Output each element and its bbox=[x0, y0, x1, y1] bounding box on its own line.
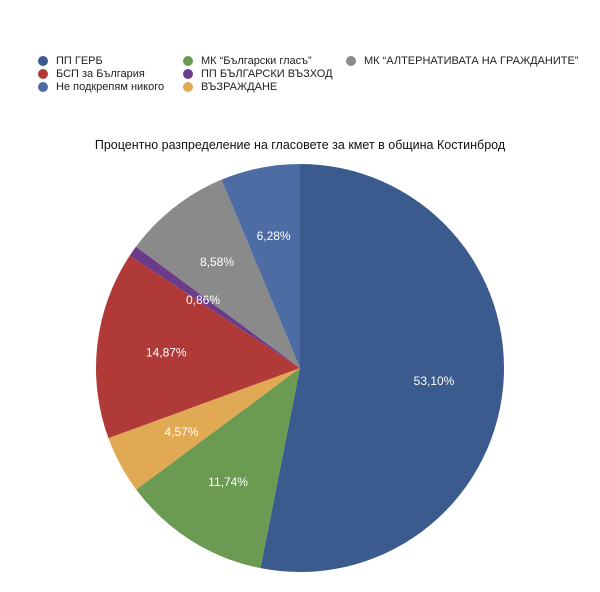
legend-swatch bbox=[38, 56, 48, 66]
legend-swatch bbox=[183, 69, 193, 79]
pie-slice bbox=[136, 368, 300, 569]
data-label: 53,10% bbox=[414, 374, 455, 388]
data-label: 11,74% bbox=[208, 475, 248, 489]
pie-slice bbox=[108, 368, 300, 490]
legend-swatch bbox=[183, 56, 193, 66]
legend-label: БСП за България bbox=[56, 68, 145, 80]
legend-item: МК “Български гласъ” bbox=[183, 55, 312, 67]
chart-title: Процентно разпределение на гласовете за … bbox=[94, 138, 506, 152]
data-label: 6,28% bbox=[257, 229, 291, 243]
legend-item: МК “АЛТЕРНАТИВАТА НА ГРАЖДАНИТЕ” bbox=[346, 55, 578, 67]
legend-item: БСП за България bbox=[38, 68, 145, 80]
legend-swatch bbox=[346, 56, 356, 66]
legend-label: ПП ГЕРБ bbox=[56, 55, 103, 67]
legend-item: ВЪЗРАЖДАНЕ bbox=[183, 81, 277, 93]
pie-slice bbox=[221, 164, 300, 368]
pie-slice bbox=[129, 246, 300, 368]
legend-item: Не подкрепям никого bbox=[38, 81, 164, 93]
pie-slice bbox=[260, 164, 504, 572]
legend-swatch bbox=[183, 82, 193, 92]
legend-swatch bbox=[38, 69, 48, 79]
legend-label: ПП БЪЛГАРСКИ ВЪЗХОД bbox=[201, 68, 333, 80]
legend-item: ПП БЪЛГАРСКИ ВЪЗХОД bbox=[183, 68, 333, 80]
data-label: 8,58% bbox=[200, 255, 234, 269]
legend-label: МК “АЛТЕРНАТИВАТА НА ГРАЖДАНИТЕ” bbox=[364, 55, 579, 67]
legend-item: ПП ГЕРБ bbox=[38, 55, 103, 67]
pie-slice bbox=[136, 179, 300, 368]
pie-slice bbox=[95, 255, 300, 439]
legend-swatch bbox=[38, 82, 48, 92]
data-label: 14,87% bbox=[146, 345, 187, 359]
legend-label: ВЪЗРАЖДАНЕ bbox=[201, 81, 278, 93]
legend-label: Не подкрепям никого bbox=[56, 81, 165, 93]
data-label: 0,86% bbox=[186, 293, 220, 307]
data-label: 4,57% bbox=[164, 425, 198, 439]
legend-label: МК “Български гласъ” bbox=[201, 55, 312, 67]
